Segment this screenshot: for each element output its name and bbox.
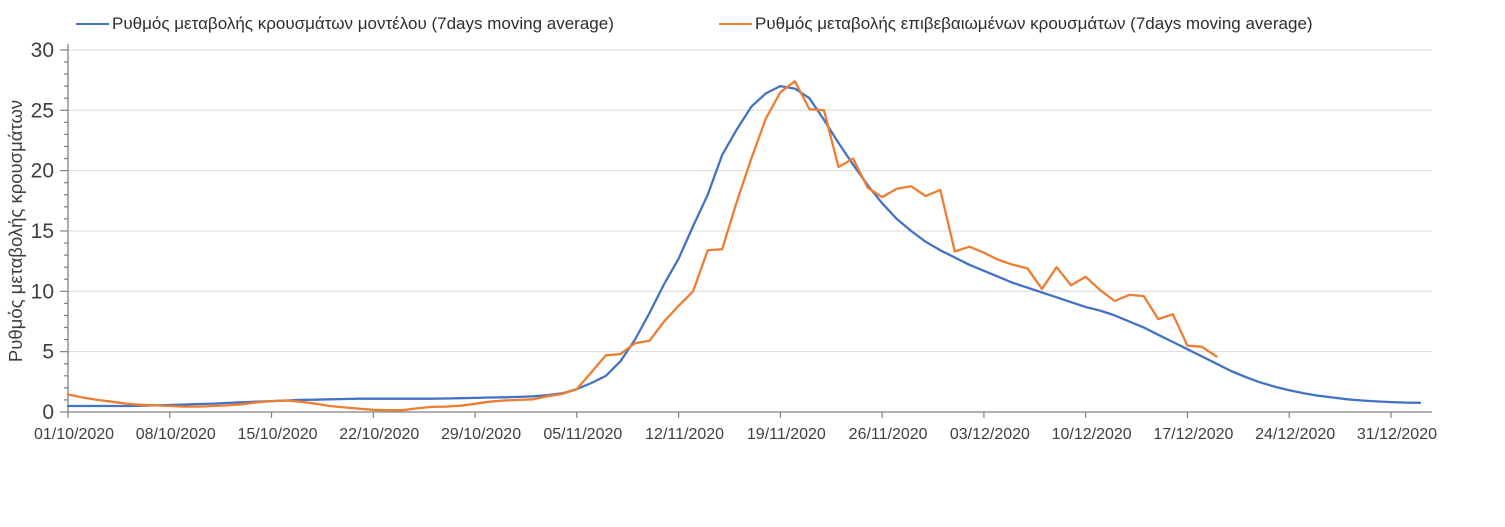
x-axis-tick-label: 01/10/2020 [34,426,114,443]
x-axis-tick-label: 17/12/2020 [1153,426,1233,443]
x-axis-tick-label: 05/11/2020 [543,426,622,443]
y-axis-tick-label: 15 [31,220,54,243]
x-axis-tick-label: 15/10/2020 [237,426,317,443]
x-axis-tick-label: 31/12/2020 [1357,426,1437,443]
y-axis-tick-label: 10 [31,280,54,303]
x-axis-tick-label: 22/10/2020 [339,426,419,443]
x-axis-tick-label: 12/11/2020 [645,426,724,443]
y-axis-tick-label: 25 [31,99,54,122]
y-axis-tick-label: 5 [42,341,54,364]
x-axis-tick-label: 29/10/2020 [441,426,521,443]
x-axis-tick-label: 19/11/2020 [747,426,826,443]
y-axis-tick-label: 0 [42,401,54,424]
y-axis-tick-label: 30 [31,39,54,62]
x-axis-tick-label: 03/12/2020 [950,426,1030,443]
y-axis-tick-label: 20 [31,160,54,183]
x-axis-tick-label: 10/12/2020 [1052,426,1132,443]
model-series-line [66,84,1422,408]
x-axis-tick-label: 24/12/2020 [1255,426,1335,443]
x-axis-tick-label: 26/11/2020 [849,426,928,443]
y-axis-title: Ρυθμός μεταβολής κρουσμάτων [5,100,26,362]
confirmed-series-line [66,80,1218,412]
x-axis-tick-label: 08/10/2020 [136,426,216,443]
